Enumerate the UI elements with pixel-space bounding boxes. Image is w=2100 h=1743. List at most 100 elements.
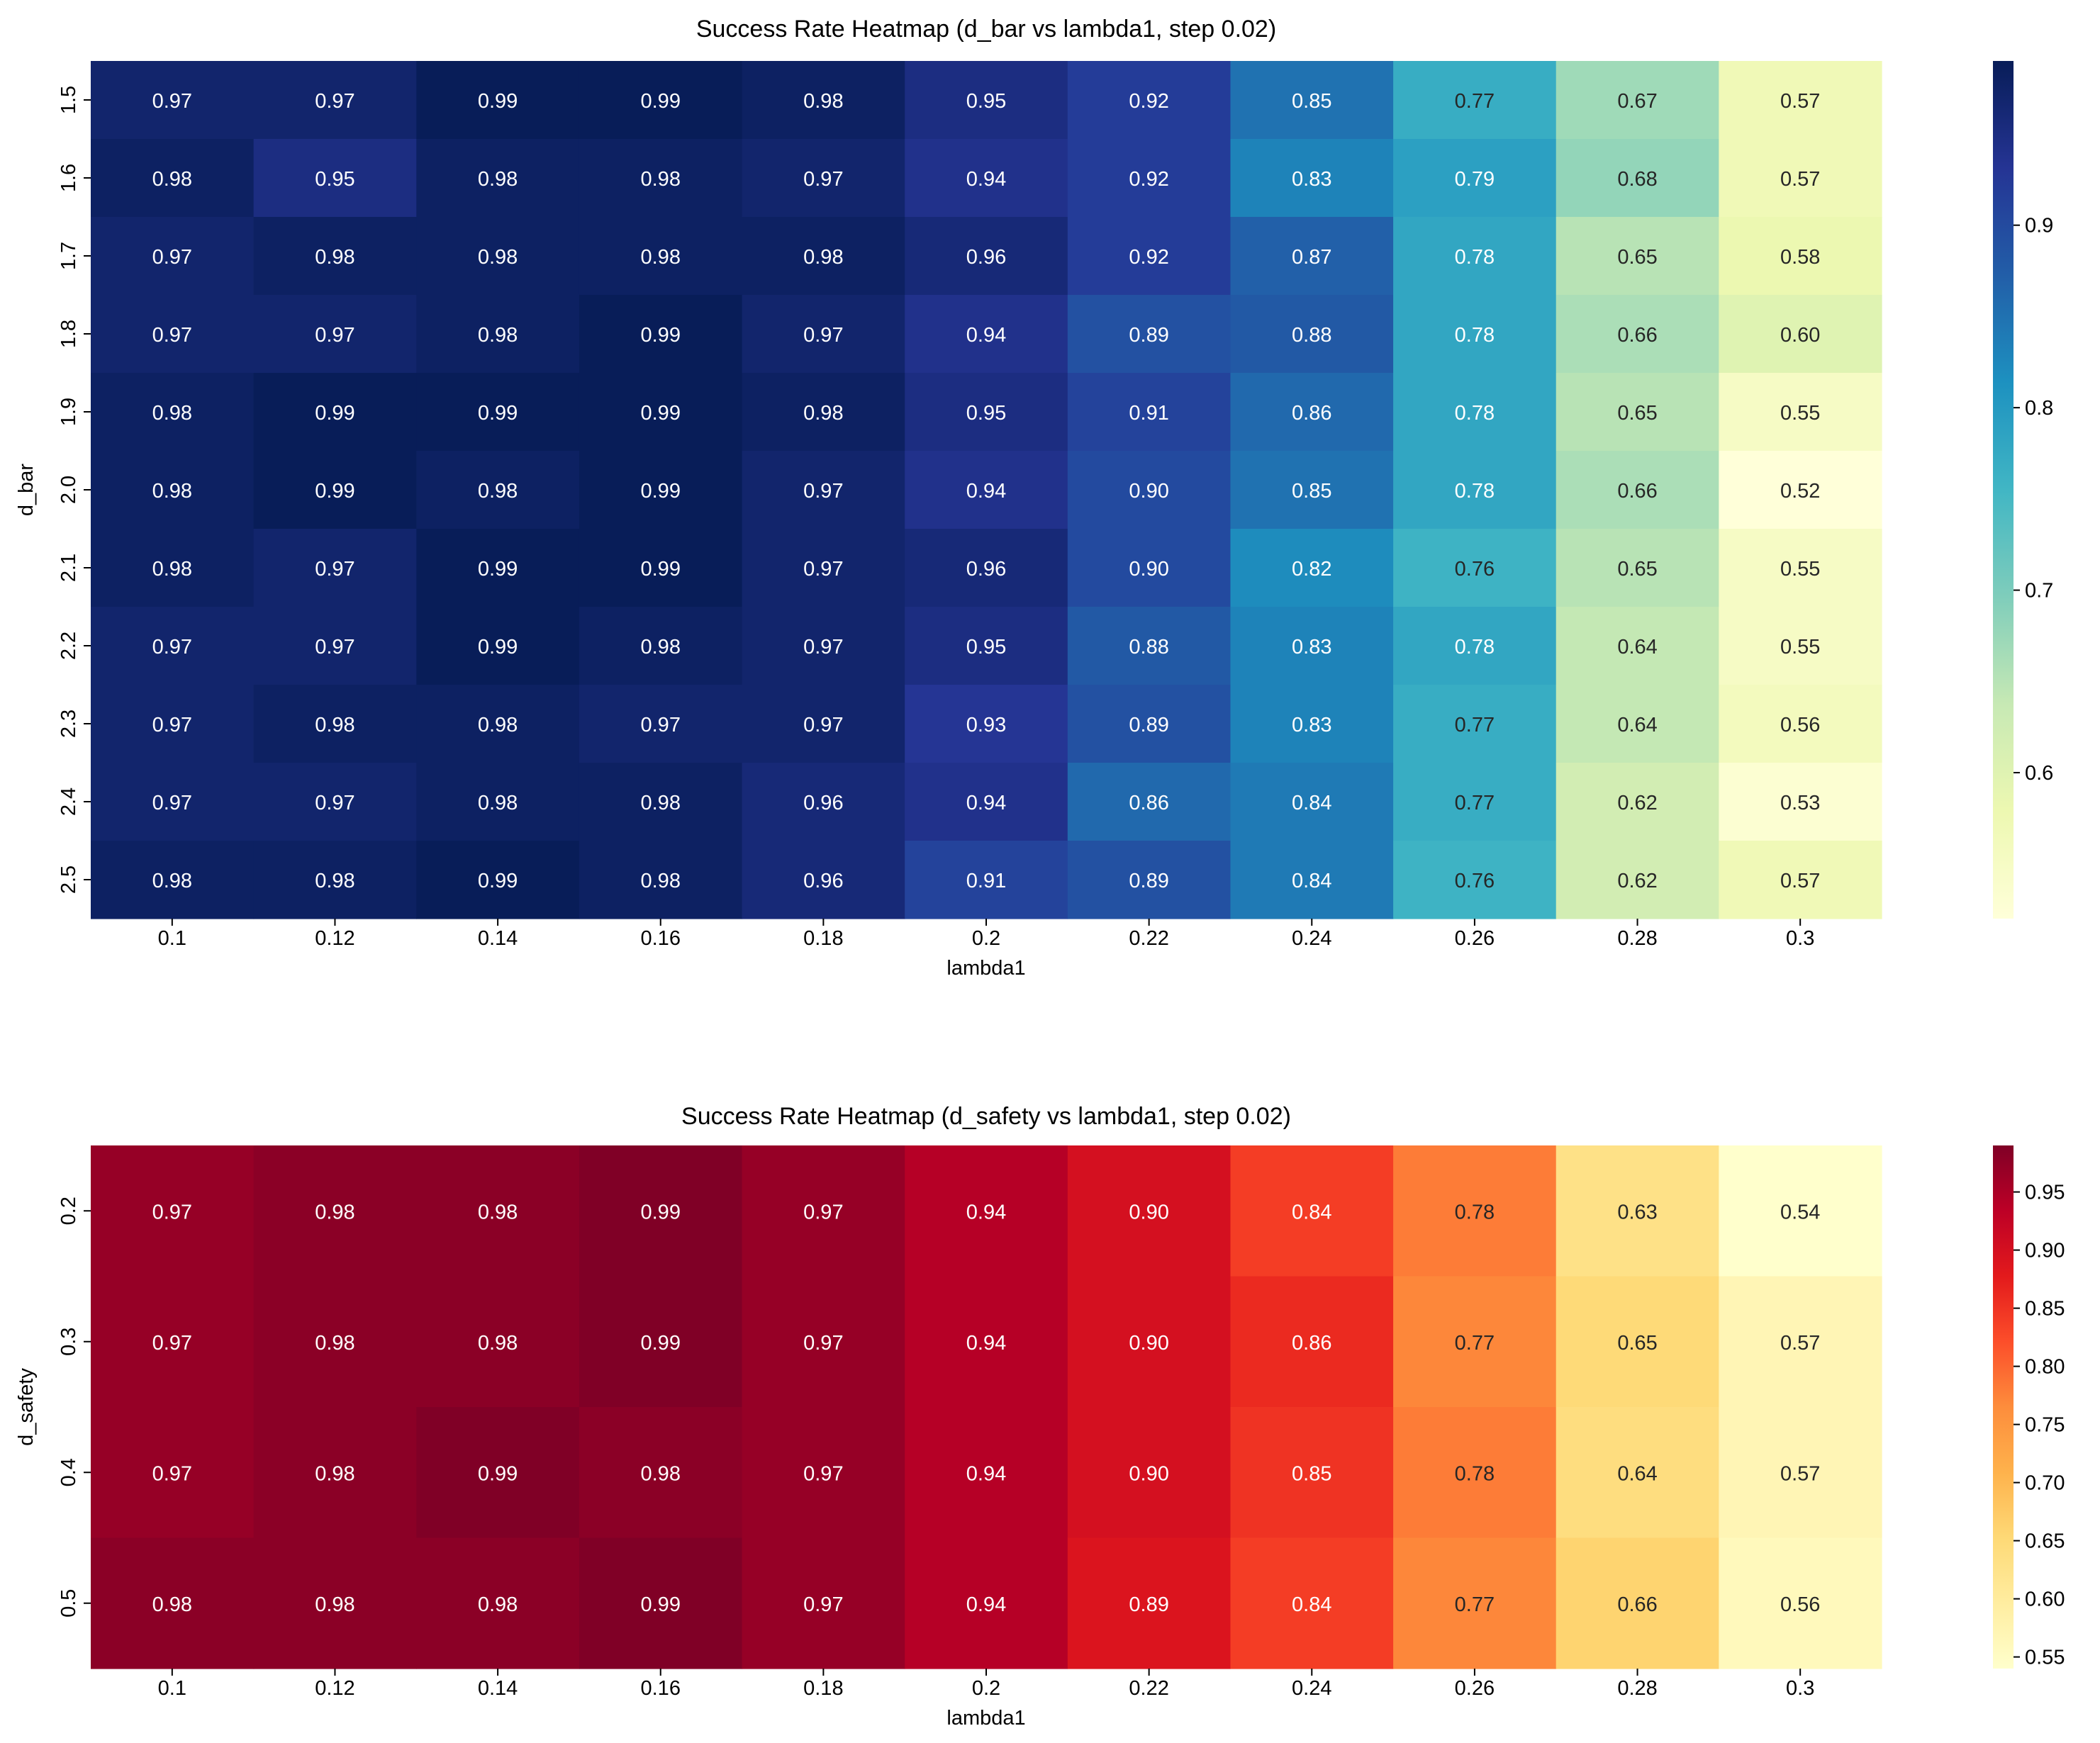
- cell-label: 0.98: [641, 636, 681, 658]
- cell-label: 0.99: [478, 636, 518, 658]
- heatmap-cell: [91, 373, 255, 452]
- cell-label: 0.98: [641, 1462, 681, 1485]
- x-tick-label: 0.26: [1455, 927, 1495, 950]
- heatmap-cell: [742, 763, 905, 841]
- heatmap-cell: [905, 1276, 1068, 1408]
- cell-label: 0.97: [315, 558, 354, 581]
- heatmap-cell: [1067, 61, 1231, 140]
- heatmap-cell: [1393, 295, 1557, 374]
- cell-label: 0.94: [966, 1332, 1006, 1355]
- cell-label: 0.98: [478, 1593, 518, 1616]
- heatmap-cell: [579, 61, 743, 140]
- heatmap-cell: [1230, 685, 1394, 763]
- y-tick-label: 1.7: [57, 242, 80, 270]
- cell-label: 0.97: [315, 90, 354, 113]
- cell-label: 0.68: [1617, 168, 1657, 191]
- cell-label: 0.52: [1780, 480, 1820, 503]
- y-tick-label: 1.9: [57, 398, 80, 426]
- colorbar: [1993, 61, 2014, 919]
- cell-label: 0.86: [1292, 1332, 1331, 1355]
- chart-title: Success Rate Heatmap (d_bar vs lambda1, …: [696, 16, 1276, 43]
- heatmap-cell: [905, 373, 1068, 452]
- heatmap-cell: [1230, 451, 1394, 529]
- heatmap-cell: [1556, 217, 1719, 296]
- heatmap-cell: [253, 295, 417, 374]
- heatmap-cell: [1067, 1276, 1231, 1408]
- colorbar-tick-label: 0.60: [2025, 1588, 2065, 1611]
- cell-label: 0.97: [803, 636, 843, 658]
- cell-label: 0.83: [1292, 636, 1331, 658]
- colorbar-tick-label: 0.7: [2025, 580, 2053, 603]
- cell-label: 0.92: [1129, 90, 1168, 113]
- heatmap-cell: [416, 763, 580, 841]
- heatmap-cell: [579, 373, 743, 452]
- y-tick-label: 1.8: [57, 320, 80, 348]
- cell-label: 0.96: [966, 558, 1006, 581]
- heatmap-cell: [579, 451, 743, 529]
- cell-label: 0.55: [1780, 402, 1820, 425]
- x-tick-label: 0.22: [1129, 927, 1168, 950]
- cell-label: 0.96: [966, 246, 1006, 269]
- heatmap-cell: [1556, 295, 1719, 374]
- heatmap-cell: [1556, 451, 1719, 529]
- heatmap-cell: [1556, 1537, 1719, 1669]
- heatmap-cell: [1067, 295, 1231, 374]
- x-tick-label: 0.2: [972, 927, 1000, 950]
- heatmap-cell: [579, 295, 743, 374]
- colorbar-tick-label: 0.65: [2025, 1530, 2065, 1553]
- y-tick-label: 0.2: [57, 1196, 80, 1225]
- heatmap-cell: [905, 685, 1068, 763]
- cell-label: 0.84: [1292, 1593, 1331, 1616]
- cell-label: 0.97: [152, 714, 192, 736]
- y-axis-label: d_safety: [15, 1368, 38, 1446]
- heatmap-cell: [1393, 763, 1557, 841]
- y-tick-label: 0.5: [57, 1589, 80, 1618]
- y-tick-label: 2.5: [57, 865, 80, 894]
- cell-label: 0.64: [1617, 714, 1657, 736]
- cell-label: 0.98: [478, 246, 518, 269]
- cell-label: 0.89: [1129, 714, 1168, 736]
- cell-label: 0.98: [478, 168, 518, 191]
- heatmap-cell: [742, 139, 905, 218]
- heatmap-cell: [1067, 685, 1231, 763]
- cell-label: 0.98: [315, 870, 354, 892]
- colorbar-tick-label: 0.75: [2025, 1414, 2065, 1437]
- heatmap-cell: [1067, 217, 1231, 296]
- cell-label: 0.57: [1780, 870, 1820, 892]
- cell-label: 0.78: [1455, 480, 1495, 503]
- colorbar-tick-label: 0.6: [2025, 762, 2053, 785]
- cell-label: 0.79: [1455, 168, 1495, 191]
- cell-label: 0.98: [315, 1593, 354, 1616]
- cell-label: 0.98: [803, 402, 843, 425]
- cell-label: 0.83: [1292, 714, 1331, 736]
- cell-label: 0.97: [641, 714, 681, 736]
- heatmap-cell: [1067, 1145, 1231, 1277]
- cell-label: 0.94: [966, 1593, 1006, 1616]
- cell-label: 0.89: [1129, 1593, 1168, 1616]
- heatmap-cell: [416, 373, 580, 452]
- cell-label: 0.97: [152, 246, 192, 269]
- cell-label: 0.62: [1617, 792, 1657, 814]
- cell-label: 0.66: [1617, 1593, 1657, 1616]
- heatmap-cell: [1719, 529, 1882, 607]
- cell-label: 0.98: [152, 870, 192, 892]
- cell-label: 0.99: [641, 480, 681, 503]
- cell-label: 0.90: [1129, 480, 1168, 503]
- cell-label: 0.99: [478, 402, 518, 425]
- cell-label: 0.88: [1292, 324, 1331, 347]
- colorbar-tick-label: 0.70: [2025, 1472, 2065, 1495]
- colorbar: [1993, 1145, 2014, 1669]
- heatmap-cell: [416, 217, 580, 296]
- cell-label: 0.78: [1455, 246, 1495, 269]
- heatmap-cell: [416, 1537, 580, 1669]
- heatmap-cell: [905, 61, 1068, 140]
- heatmap-cell: [1719, 451, 1882, 529]
- cell-label: 0.99: [641, 324, 681, 347]
- heatmap-cell: [1230, 763, 1394, 841]
- cell-label: 0.99: [641, 90, 681, 113]
- heatmap-cell: [253, 1145, 417, 1277]
- heatmap-cell: [91, 451, 255, 529]
- heatmap-cell: [91, 217, 255, 296]
- cell-label: 0.78: [1455, 402, 1495, 425]
